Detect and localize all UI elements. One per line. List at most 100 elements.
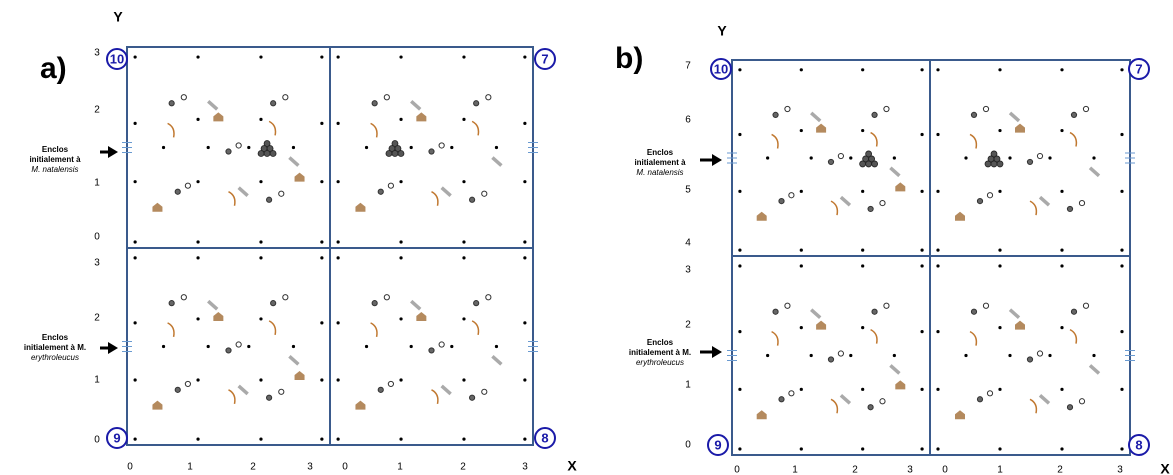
dot <box>259 378 263 382</box>
dot <box>936 264 940 268</box>
ring <box>1066 205 1074 213</box>
dot <box>1060 447 1064 451</box>
dot <box>936 248 940 252</box>
panel-label: a) <box>40 52 67 85</box>
dot <box>964 353 968 358</box>
dot <box>247 344 251 349</box>
x-axis-title: X <box>1160 461 1170 475</box>
arc <box>370 322 378 338</box>
trap <box>816 123 827 133</box>
ring <box>1070 111 1078 118</box>
dot <box>133 180 137 184</box>
ring <box>266 196 273 203</box>
barrier <box>207 299 219 311</box>
ring <box>1078 199 1086 207</box>
dot <box>161 145 166 150</box>
dot <box>1060 189 1064 193</box>
nest <box>263 150 271 157</box>
dot <box>1060 326 1064 330</box>
ring <box>282 294 289 301</box>
barrier <box>491 156 503 167</box>
ring <box>778 396 785 403</box>
enclosure-badge <box>106 48 128 70</box>
x-tick-label: 1 <box>792 465 798 475</box>
arc <box>870 328 878 344</box>
arc <box>1069 131 1078 147</box>
trap <box>756 410 767 420</box>
dot <box>920 330 924 334</box>
dot <box>936 387 940 391</box>
arrow-head <box>108 342 118 354</box>
dot <box>336 437 340 441</box>
dot <box>998 189 1002 193</box>
dot <box>738 387 742 391</box>
dot <box>861 248 865 252</box>
ring <box>473 100 480 107</box>
y-tick-label: 3 <box>685 265 691 276</box>
barrier <box>1008 308 1021 320</box>
trap <box>955 211 965 221</box>
nest <box>859 160 867 168</box>
barrier <box>810 111 822 123</box>
arc <box>228 191 236 206</box>
dot <box>998 264 1002 268</box>
dot <box>799 447 803 451</box>
ring <box>976 198 984 205</box>
y-tick-label: 2 <box>685 320 691 331</box>
dot <box>920 132 924 137</box>
nest <box>266 145 274 152</box>
dot <box>462 317 466 321</box>
x-tick-label: 3 <box>522 462 528 473</box>
dot <box>936 189 940 193</box>
ring <box>377 188 384 195</box>
dot <box>1008 353 1012 358</box>
barrier <box>410 99 422 111</box>
ring <box>377 386 384 393</box>
trap <box>416 311 427 321</box>
y-tick-label: 1 <box>685 380 691 391</box>
nest <box>871 160 879 168</box>
ring <box>383 94 390 101</box>
ring <box>1036 152 1044 160</box>
nest <box>990 150 998 158</box>
x-tick-label: 2 <box>1057 465 1063 475</box>
dot <box>998 248 1002 252</box>
dot <box>320 121 324 125</box>
dot <box>196 55 200 59</box>
dot <box>799 128 803 133</box>
barrier <box>440 384 452 396</box>
arc <box>167 122 175 138</box>
dot <box>259 117 263 121</box>
x-tick-label: 3 <box>907 465 913 475</box>
annotation-line: initialement à M. <box>629 348 691 357</box>
barrier <box>1088 166 1101 178</box>
dot <box>523 180 527 184</box>
barrier <box>889 166 901 178</box>
arc <box>830 200 839 216</box>
dot <box>462 378 466 382</box>
barrier <box>207 99 219 111</box>
x-tick-label: 0 <box>342 462 348 473</box>
y-tick-label: 3 <box>94 48 100 59</box>
arc <box>471 120 480 136</box>
dot <box>336 180 340 184</box>
ring <box>1026 158 1034 166</box>
nest <box>257 150 265 157</box>
dot <box>259 256 263 260</box>
dot <box>133 256 137 260</box>
dot <box>161 344 166 349</box>
dot <box>523 256 527 260</box>
dot <box>320 321 324 325</box>
ring <box>986 390 994 397</box>
y-axis-title: Y <box>717 23 727 39</box>
enclosure-number: 8 <box>1135 437 1142 452</box>
ring <box>784 105 791 113</box>
dot <box>462 180 466 184</box>
ring <box>428 148 435 155</box>
annotation-line: initialement à <box>634 158 686 167</box>
enclosure-number: 9 <box>113 430 120 445</box>
dot <box>1008 156 1012 160</box>
y-tick-label: 4 <box>685 238 691 249</box>
dot <box>936 330 940 334</box>
x-tick-label: 1 <box>397 462 403 473</box>
